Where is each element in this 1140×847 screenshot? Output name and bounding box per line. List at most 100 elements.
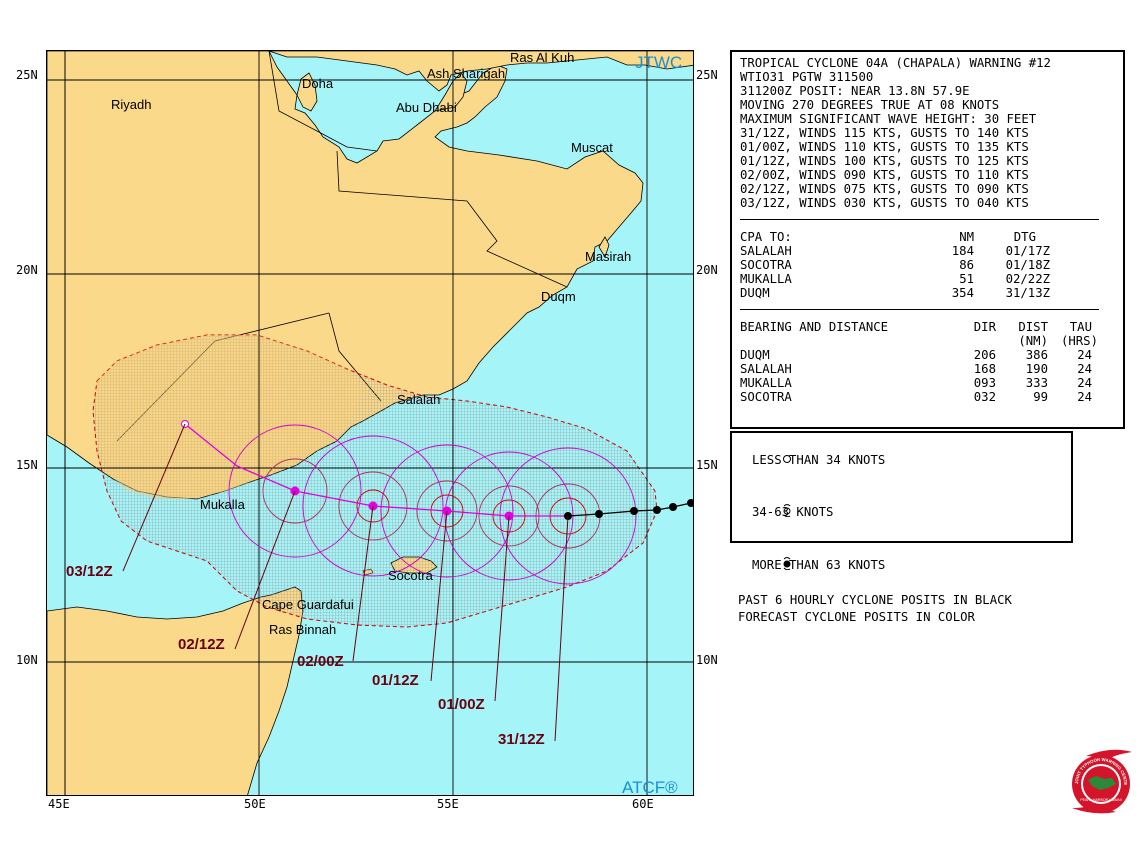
bearing-row: MUKALLA 093 333 24 <box>740 376 1123 390</box>
cpa-nm: 354 <box>951 286 974 300</box>
masirah-island <box>598 236 610 258</box>
warning-wave: MAXIMUM SIGNIFICANT WAVE HEIGHT: 30 FEET <box>740 112 1037 126</box>
place-socotra: Socotra <box>388 568 434 583</box>
forecast-line: 31/12Z, WINDS 115 KTS, GUSTS TO 140 KTS <box>740 126 1029 140</box>
legend-panel: LESS THAN 34 KNOTS 34-63 KNOTS MORE THAN… <box>730 431 1073 624</box>
dtg-label-01-00z: 01/00Z <box>438 696 485 713</box>
lat-label-20n-right: 20N <box>696 263 718 277</box>
jtwc-logo: JOINT TYPHOON WARNING CENTER PEARL HARBO… <box>1066 746 1132 814</box>
bearing-sub-nm: (NM) <box>1018 334 1048 348</box>
bearing-row: SOCOTRA 032 99 24 <box>740 390 1123 404</box>
forecast-map: Ras Al Kuh Doha Ash Sharigah Riyadh Abu … <box>46 50 694 796</box>
bearing-tau: 24 <box>1077 348 1092 362</box>
legend-forecast-label: FORECAST CYCLONE POSITS IN COLOR <box>738 610 975 624</box>
cpa-nm: 184 <box>951 244 974 258</box>
cpa-row: MUKALLA 51 02/22Z <box>740 272 1123 286</box>
bearing-dir: 206 <box>973 348 996 362</box>
warning-posit: 311200Z POSIT: NEAR 13.8N 57.9E <box>740 84 970 98</box>
lon-label-60e: 60E <box>632 797 654 811</box>
atcf-corner-label: ATCF® <box>622 778 678 796</box>
musandam <box>434 72 468 112</box>
legend-past-label: PAST 6 HOURLY CYCLONE POSITS IN BLACK <box>738 593 1012 607</box>
dtg-label-02-00z: 02/00Z <box>297 653 344 670</box>
lon-label-55e: 55E <box>437 797 459 811</box>
place-duqm: Duqm <box>541 289 576 304</box>
place-ash-sharigah: Ash Sharigah <box>427 66 505 81</box>
lat-label-10n-right: 10N <box>696 653 718 667</box>
bearing-row: DUQM 206 386 24 <box>740 348 1123 362</box>
lat-label-15n-right: 15N <box>696 458 718 472</box>
legend-34-63-label: 34-63 KNOTS <box>752 505 834 519</box>
lat-label-25n-right: 25N <box>696 68 718 82</box>
danger-area <box>92 334 658 628</box>
dtg-leaders <box>122 423 569 742</box>
map-canvas: Ras Al Kuh Doha Ash Sharigah Riyadh Abu … <box>47 51 693 796</box>
cpa-heading: CPA TO: <box>740 230 792 244</box>
danger-area-land-tint <box>97 335 365 499</box>
bearing-tau: 24 <box>1077 362 1092 376</box>
cpa-dtg: 01/18Z <box>1005 258 1050 272</box>
bearing-place: DUQM <box>740 348 770 362</box>
place-salalah: Salalah <box>397 392 440 407</box>
hurricane-icon <box>738 539 791 592</box>
bearing-dir: 093 <box>973 376 996 390</box>
place-muscat: Muscat <box>571 140 613 155</box>
cpa-place: SALALAH <box>740 244 792 258</box>
legend-more-63: MORE THAN 63 KNOTS <box>738 539 1071 592</box>
bearing-dist: 99 <box>1033 390 1048 404</box>
lon-label-50e: 50E <box>244 797 266 811</box>
qatar <box>296 72 318 112</box>
cpa-row: DUQM 354 31/13Z <box>740 286 1123 300</box>
warning-moving: MOVING 270 DEGREES TRUE AT 08 KNOTS <box>740 98 1000 112</box>
bearing-dir: 168 <box>973 362 996 376</box>
place-ras-al-kuh: Ras Al Kuh <box>510 51 574 65</box>
legend-34-63: 34-63 KNOTS <box>738 486 1071 539</box>
bearing-dist: 333 <box>1025 376 1048 390</box>
place-cape-guardafui: Cape Guardafui <box>262 597 354 612</box>
lat-label-10n-left: 10N <box>16 653 38 667</box>
cpa-header: CPA TO: NM DTG <box>740 230 1123 244</box>
bearing-col-tau: TAU <box>1069 320 1092 334</box>
open-circle-icon <box>738 435 792 486</box>
tropical-storm-icon <box>738 486 791 539</box>
legend-less-34: LESS THAN 34 KNOTS <box>738 435 1071 486</box>
cpa-place: DUQM <box>740 286 770 300</box>
graticule <box>47 51 693 795</box>
legend-more-63-label: MORE THAN 63 KNOTS <box>752 558 886 572</box>
dtg-label-02-12z: 02/12Z <box>178 636 225 653</box>
bearing-subheader: (NM) (HRS) <box>740 334 1123 348</box>
bearing-place: SALALAH <box>740 362 792 376</box>
cpa-col-nm: NM <box>959 230 974 244</box>
legend-forecast: FORECAST CYCLONE POSITS IN COLOR <box>738 609 1071 626</box>
cpa-row: SALALAH 184 01/17Z <box>740 244 1123 258</box>
cpa-dtg: 02/22Z <box>1005 272 1050 286</box>
place-abu-dhabi: Abu Dhabi <box>396 100 457 115</box>
place-masirah: Masirah <box>585 249 631 264</box>
cpa-place: SOCOTRA <box>740 258 792 272</box>
bearing-row: SALALAH 168 190 24 <box>740 362 1123 376</box>
bearing-dir: 032 <box>973 390 996 404</box>
cpa-col-dtg: DTG <box>1013 230 1036 244</box>
bearing-header: BEARING AND DISTANCE DIR DIST TAU <box>740 320 1123 334</box>
cpa-row: SOCOTRA 86 01/18Z <box>740 258 1123 272</box>
place-riyadh: Riyadh <box>111 97 151 112</box>
bearing-tau: 24 <box>1077 390 1092 404</box>
forecast-line: 03/12Z, WINDS 030 KTS, GUSTS TO 040 KTS <box>740 196 1029 210</box>
cpa-place: MUKALLA <box>740 272 792 286</box>
bearing-dist: 190 <box>1025 362 1048 376</box>
lon-label-45e: 45E <box>48 797 70 811</box>
iran-coast <box>268 51 693 92</box>
bearing-place: MUKALLA <box>740 376 792 390</box>
warning-title: TROPICAL CYCLONE 04A (CHAPALA) WARNING #… <box>740 56 1051 70</box>
cpa-nm: 86 <box>959 258 974 272</box>
place-doha: Doha <box>302 76 334 91</box>
bearing-tau: 24 <box>1077 376 1092 390</box>
logo-bottom-text: PEARL HARBOR HAWAII <box>1080 798 1122 802</box>
warning-panel: TROPICAL CYCLONE 04A (CHAPALA) WARNING #… <box>730 50 1125 429</box>
cpa-dtg: 31/13Z <box>1005 286 1050 300</box>
forecast-line: 02/00Z, WINDS 090 KTS, GUSTS TO 110 KTS <box>740 168 1029 182</box>
cpa-dtg: 01/17Z <box>1005 244 1050 258</box>
lat-label-25n-left: 25N <box>16 68 38 82</box>
lat-label-20n-left: 20N <box>16 263 38 277</box>
dtg-label-01-12z: 01/12Z <box>372 672 419 689</box>
